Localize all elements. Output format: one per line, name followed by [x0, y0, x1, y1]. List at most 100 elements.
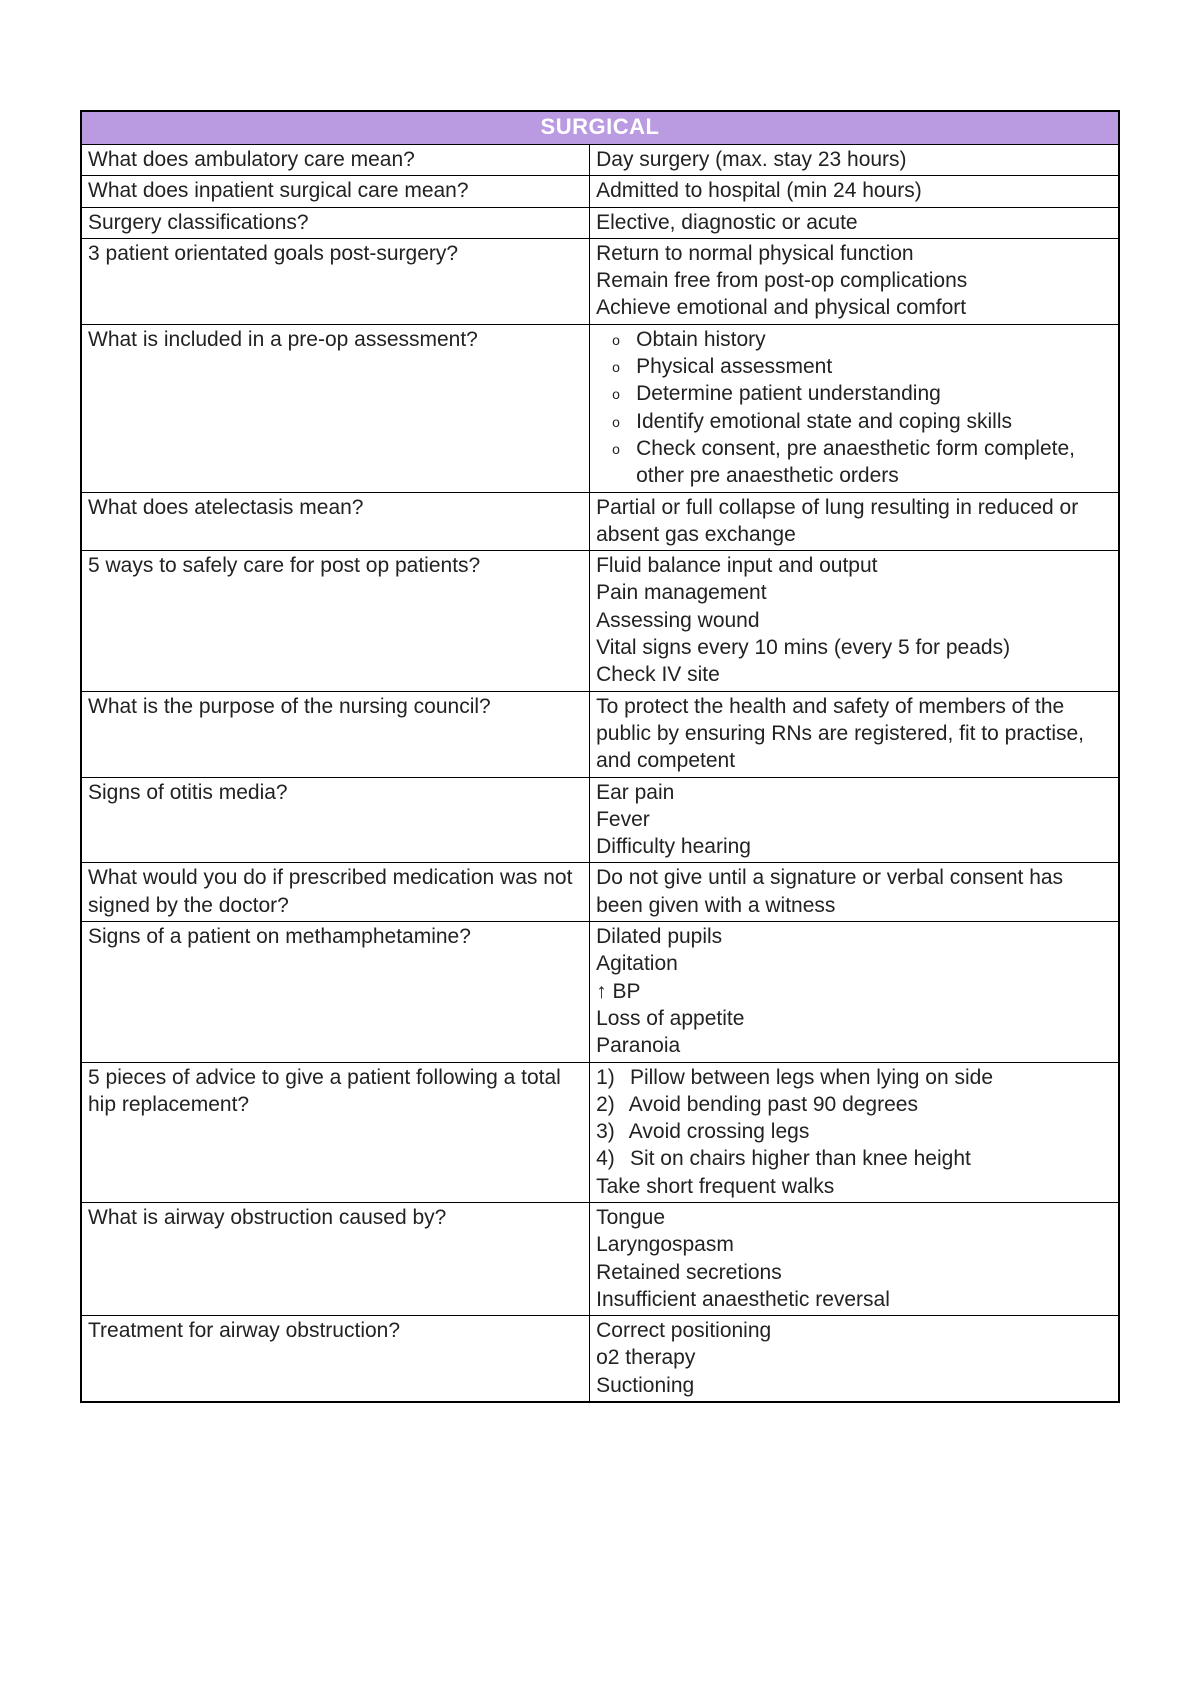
number-marker: 2)	[596, 1091, 624, 1118]
answer-text: Avoid crossing legs	[624, 1120, 809, 1143]
answer-cell: Admitted to hospital (min 24 hours)	[590, 176, 1119, 207]
bullet-icon: o	[612, 413, 636, 431]
table-row: 3 patient orientated goals post-surgery?…	[81, 238, 1119, 324]
answer-line: Take short frequent walks	[596, 1173, 1112, 1200]
answer-line: Ear pain	[596, 779, 1112, 806]
question-cell: Signs of otitis media?	[81, 777, 590, 863]
answer-text: Obtain history	[636, 328, 766, 351]
answer-text: Identify emotional state and coping skil…	[636, 410, 1012, 433]
answer-cell: TongueLaryngospasmRetained secretionsIns…	[590, 1202, 1119, 1315]
answer-line: o2 therapy	[596, 1344, 1112, 1371]
answer-text: Check consent, pre anaesthetic form comp…	[636, 437, 1075, 487]
answer-bullet: oObtain history	[596, 326, 1112, 353]
table-header: SURGICAL	[81, 111, 1119, 145]
number-marker: 3)	[596, 1118, 624, 1145]
answer-line: Agitation	[596, 950, 1112, 977]
answer-bullet: oDetermine patient understanding	[596, 380, 1112, 407]
question-cell: What is airway obstruction caused by?	[81, 1202, 590, 1315]
answer-cell: Dilated pupilsAgitation↑ BPLoss of appet…	[590, 922, 1119, 1062]
answer-numbered: 3) Avoid crossing legs	[596, 1118, 1112, 1145]
answer-text: Determine patient understanding	[636, 382, 941, 405]
table-row: What does atelectasis mean?Partial or fu…	[81, 492, 1119, 551]
answer-cell: Partial or full collapse of lung resulti…	[590, 492, 1119, 551]
answer-line: Day surgery (max. stay 23 hours)	[596, 146, 1112, 173]
question-cell: What would you do if prescribed medicati…	[81, 863, 590, 922]
answer-line: Remain free from post-op complications	[596, 267, 1112, 294]
table-row: What does ambulatory care mean?Day surge…	[81, 145, 1119, 176]
answer-line: Fluid balance input and output	[596, 552, 1112, 579]
answer-line: Dilated pupils	[596, 923, 1112, 950]
table-row: What does inpatient surgical care mean?A…	[81, 176, 1119, 207]
answer-line: Suctioning	[596, 1372, 1112, 1399]
answer-text: Avoid bending past 90 degrees	[624, 1093, 918, 1116]
answer-bullet: oPhysical assessment	[596, 353, 1112, 380]
question-cell: Treatment for airway obstruction?	[81, 1316, 590, 1402]
answer-cell: Return to normal physical functionRemain…	[590, 238, 1119, 324]
number-marker: 1)	[596, 1064, 624, 1091]
answer-line: Fever	[596, 806, 1112, 833]
question-cell: 5 pieces of advice to give a patient fol…	[81, 1062, 590, 1202]
answer-cell: Ear painFeverDifficulty hearing	[590, 777, 1119, 863]
answer-cell: 1) Pillow between legs when lying on sid…	[590, 1062, 1119, 1202]
table-row: Surgery classifications?Elective, diagno…	[81, 207, 1119, 238]
answer-line: Correct positioning	[596, 1317, 1112, 1344]
answer-line: Insufficient anaesthetic reversal	[596, 1286, 1112, 1313]
answer-line: Paranoia	[596, 1032, 1112, 1059]
question-cell: 3 patient orientated goals post-surgery?	[81, 238, 590, 324]
answer-line: Retained secretions	[596, 1259, 1112, 1286]
answer-line: Difficulty hearing	[596, 833, 1112, 860]
answer-line: Do not give until a signature or verbal …	[596, 864, 1112, 919]
answer-numbered: 4) Sit on chairs higher than knee height	[596, 1145, 1112, 1172]
answer-line: Loss of appetite	[596, 1005, 1112, 1032]
answer-line: Achieve emotional and physical comfort	[596, 294, 1112, 321]
answer-cell: Fluid balance input and outputPain manag…	[590, 551, 1119, 691]
question-cell: What is the purpose of the nursing counc…	[81, 691, 590, 777]
table-row: What is airway obstruction caused by?Ton…	[81, 1202, 1119, 1315]
page: SURGICAL What does ambulatory care mean?…	[0, 0, 1200, 1698]
table-row: What would you do if prescribed medicati…	[81, 863, 1119, 922]
answer-line: Admitted to hospital (min 24 hours)	[596, 177, 1112, 204]
answer-text: Sit on chairs higher than knee height	[624, 1147, 971, 1170]
answer-cell: Elective, diagnostic or acute	[590, 207, 1119, 238]
bullet-icon: o	[612, 358, 636, 376]
question-cell: 5 ways to safely care for post op patien…	[81, 551, 590, 691]
answer-cell: Day surgery (max. stay 23 hours)	[590, 145, 1119, 176]
table-row: Treatment for airway obstruction?Correct…	[81, 1316, 1119, 1402]
answer-cell: oObtain historyoPhysical assessmentoDete…	[590, 324, 1119, 492]
table-row: Signs of otitis media?Ear painFeverDiffi…	[81, 777, 1119, 863]
bullet-icon: o	[612, 331, 636, 349]
answer-line: Partial or full collapse of lung resulti…	[596, 494, 1112, 549]
bullet-icon: o	[612, 440, 636, 458]
answer-line: Vital signs every 10 mins (every 5 for p…	[596, 634, 1112, 661]
answer-cell: Correct positioningo2 therapySuctioning	[590, 1316, 1119, 1402]
answer-line: Check IV site	[596, 661, 1112, 688]
answer-line: To protect the health and safety of memb…	[596, 693, 1112, 775]
table-row: 5 pieces of advice to give a patient fol…	[81, 1062, 1119, 1202]
answer-text: Physical assessment	[636, 355, 832, 378]
answer-numbered: 1) Pillow between legs when lying on sid…	[596, 1064, 1112, 1091]
question-cell: Surgery classifications?	[81, 207, 590, 238]
answer-line: Return to normal physical function	[596, 240, 1112, 267]
question-cell: What does atelectasis mean?	[81, 492, 590, 551]
question-cell: Signs of a patient on methamphetamine?	[81, 922, 590, 1062]
table-row: Signs of a patient on methamphetamine?Di…	[81, 922, 1119, 1062]
answer-line: Pain management	[596, 579, 1112, 606]
answer-line: Tongue	[596, 1204, 1112, 1231]
answer-line: ↑ BP	[596, 978, 1112, 1005]
answer-line: Laryngospasm	[596, 1231, 1112, 1258]
question-cell: What does inpatient surgical care mean?	[81, 176, 590, 207]
answer-line: Elective, diagnostic or acute	[596, 209, 1112, 236]
question-cell: What does ambulatory care mean?	[81, 145, 590, 176]
answer-cell: To protect the health and safety of memb…	[590, 691, 1119, 777]
answer-bullet: oCheck consent, pre anaesthetic form com…	[596, 435, 1112, 490]
table-body: What does ambulatory care mean?Day surge…	[81, 145, 1119, 1403]
answer-cell: Do not give until a signature or verbal …	[590, 863, 1119, 922]
answer-line: Assessing wound	[596, 607, 1112, 634]
table-row: 5 ways to safely care for post op patien…	[81, 551, 1119, 691]
answer-bullet: oIdentify emotional state and coping ski…	[596, 408, 1112, 435]
table-row: What is the purpose of the nursing counc…	[81, 691, 1119, 777]
answer-numbered: 2) Avoid bending past 90 degrees	[596, 1091, 1112, 1118]
question-cell: What is included in a pre-op assessment?	[81, 324, 590, 492]
answer-text: Pillow between legs when lying on side	[624, 1066, 993, 1089]
bullet-icon: o	[612, 385, 636, 403]
